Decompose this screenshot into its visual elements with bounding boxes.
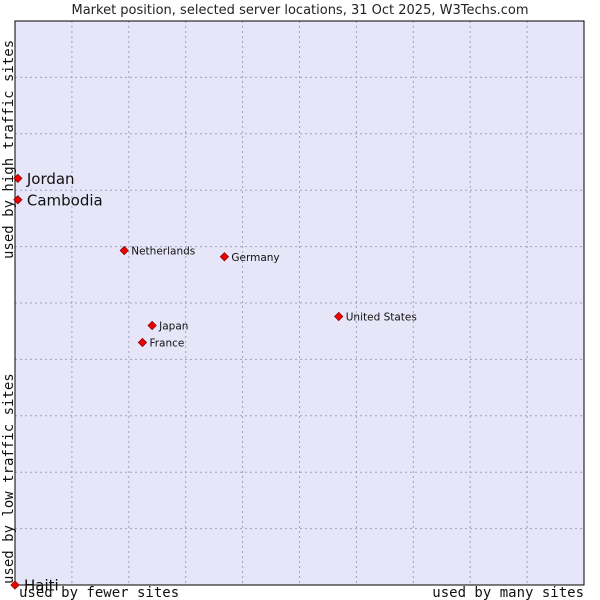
point-label-netherlands: Netherlands <box>131 246 195 258</box>
y-axis-label-bottom: used by low traffic sites <box>1 373 17 584</box>
grid-lines <box>15 21 584 585</box>
x-axis-label-right: used by many sites <box>432 585 584 600</box>
point-label-germany: Germany <box>231 252 279 264</box>
point-label-japan: Japan <box>158 321 188 333</box>
point-marker-netherlands <box>119 245 129 256</box>
plot-border <box>14 20 585 586</box>
chart-title: Market position, selected server locatio… <box>71 3 528 18</box>
point-marker-jordan <box>13 173 23 183</box>
point-marker-united-states <box>334 311 344 322</box>
x-axis-label-left: used by fewer sites <box>19 585 179 600</box>
point-label-haiti: Haiti <box>24 577 59 595</box>
point-label-united-states: United States <box>346 312 417 324</box>
point-marker-japan <box>147 320 157 331</box>
data-points: Jordan Cambodia Netherlands Germany United S… <box>10 170 417 595</box>
point-marker-haiti <box>10 580 20 590</box>
point-label-jordan: Jordan <box>26 170 75 188</box>
y-axis-label-top: used by high traffic sites <box>1 40 17 259</box>
point-marker-germany <box>219 252 230 262</box>
point-marker-france <box>137 337 148 348</box>
point-label-cambodia: Cambodia <box>27 191 103 209</box>
point-marker-cambodia <box>13 195 23 205</box>
point-label-france: France <box>149 337 184 349</box>
